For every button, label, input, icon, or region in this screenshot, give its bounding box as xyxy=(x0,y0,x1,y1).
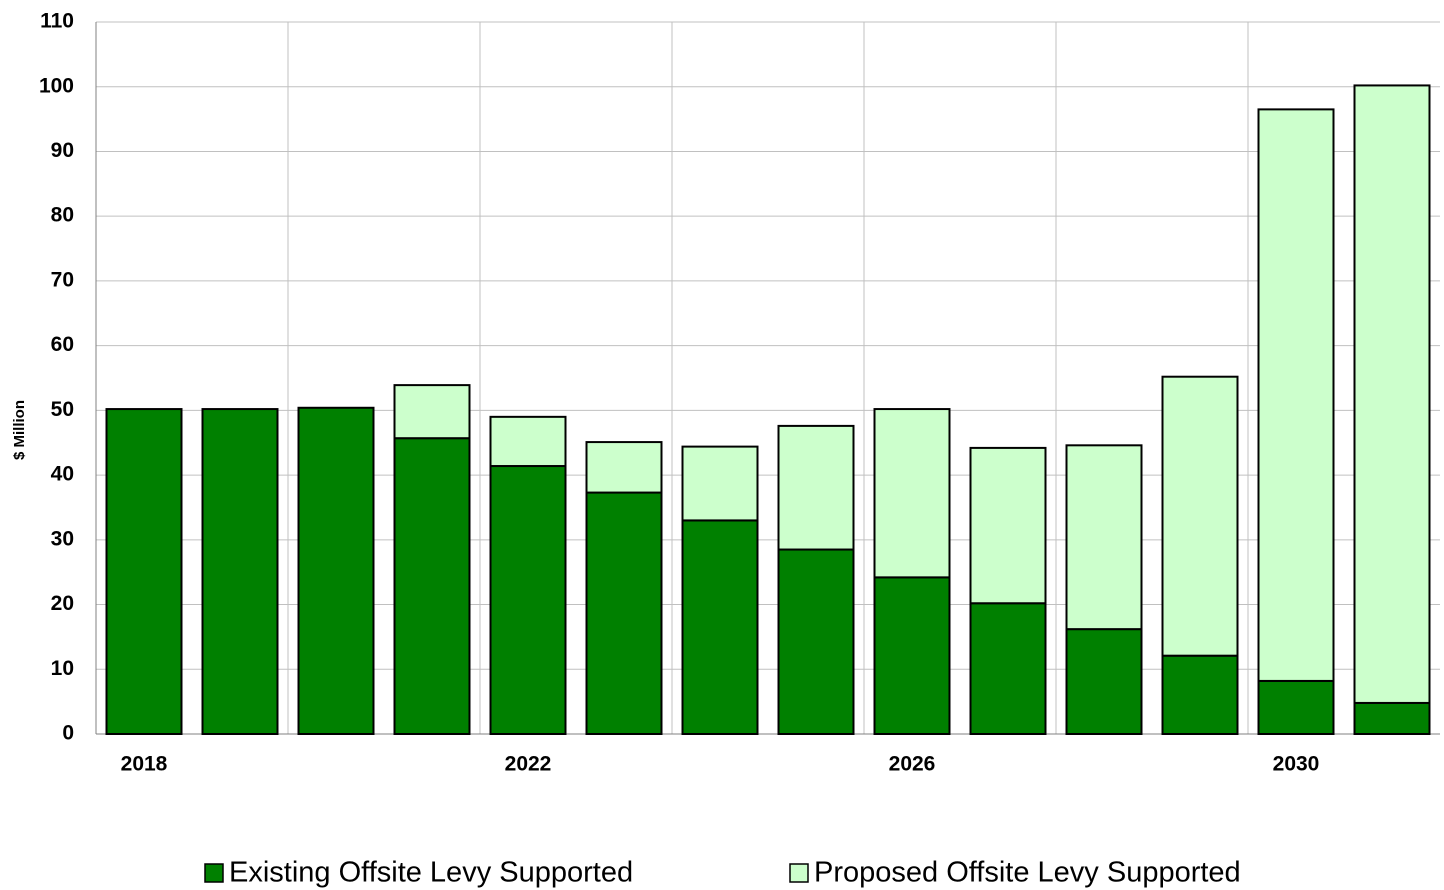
y-tick-label: 110 xyxy=(40,10,74,33)
y-tick-label: 70 xyxy=(51,268,74,291)
bar-segment xyxy=(585,491,663,735)
bar-segment xyxy=(489,415,567,468)
bar-segment xyxy=(201,408,279,735)
bar-segment xyxy=(297,406,375,735)
bar-segment xyxy=(681,445,759,522)
y-tick-label: 0 xyxy=(62,722,74,745)
bar-segment xyxy=(1353,84,1431,704)
y-tick-label: 80 xyxy=(51,204,74,227)
y-tick-label: 20 xyxy=(51,592,74,615)
legend-label: Existing Offsite Levy Supported xyxy=(229,857,633,889)
y-tick-label: 60 xyxy=(51,333,74,356)
bar-segment xyxy=(393,437,471,735)
bar-segment xyxy=(393,384,471,440)
x-tick-label: 2026 xyxy=(889,753,936,776)
y-tick-label: 30 xyxy=(51,527,74,550)
bar-segment xyxy=(1065,628,1143,736)
bar-segment xyxy=(489,465,567,735)
bar-segment xyxy=(1161,654,1239,735)
bar-segment xyxy=(681,519,759,736)
y-axis-label: $ Million xyxy=(11,400,28,460)
bar-segment xyxy=(969,446,1047,605)
legend-swatch xyxy=(789,863,809,883)
bar-segment xyxy=(1065,444,1143,631)
bar-segment xyxy=(969,602,1047,735)
bar-segment xyxy=(873,408,951,579)
bar-segment xyxy=(1257,108,1335,682)
x-tick-label: 2022 xyxy=(505,753,552,776)
bar-segment xyxy=(105,408,183,735)
bar-segment xyxy=(1257,679,1335,736)
bar-segment xyxy=(1161,375,1239,657)
bar-segment xyxy=(777,548,855,736)
y-tick-label: 10 xyxy=(51,657,74,680)
x-tick-label: 2030 xyxy=(1273,753,1320,776)
bar-segment xyxy=(1353,701,1431,735)
bar-segment xyxy=(777,424,855,551)
bar-segment xyxy=(585,441,663,494)
y-tick-label: 100 xyxy=(39,74,74,97)
bar-segment xyxy=(873,576,951,735)
x-tick-label: 2018 xyxy=(121,753,168,776)
legend-swatch xyxy=(204,863,224,883)
y-tick-label: 40 xyxy=(51,463,74,486)
legend-label: Proposed Offsite Levy Supported xyxy=(814,857,1241,889)
y-tick-label: 50 xyxy=(51,398,74,421)
y-tick-label: 90 xyxy=(51,139,74,162)
